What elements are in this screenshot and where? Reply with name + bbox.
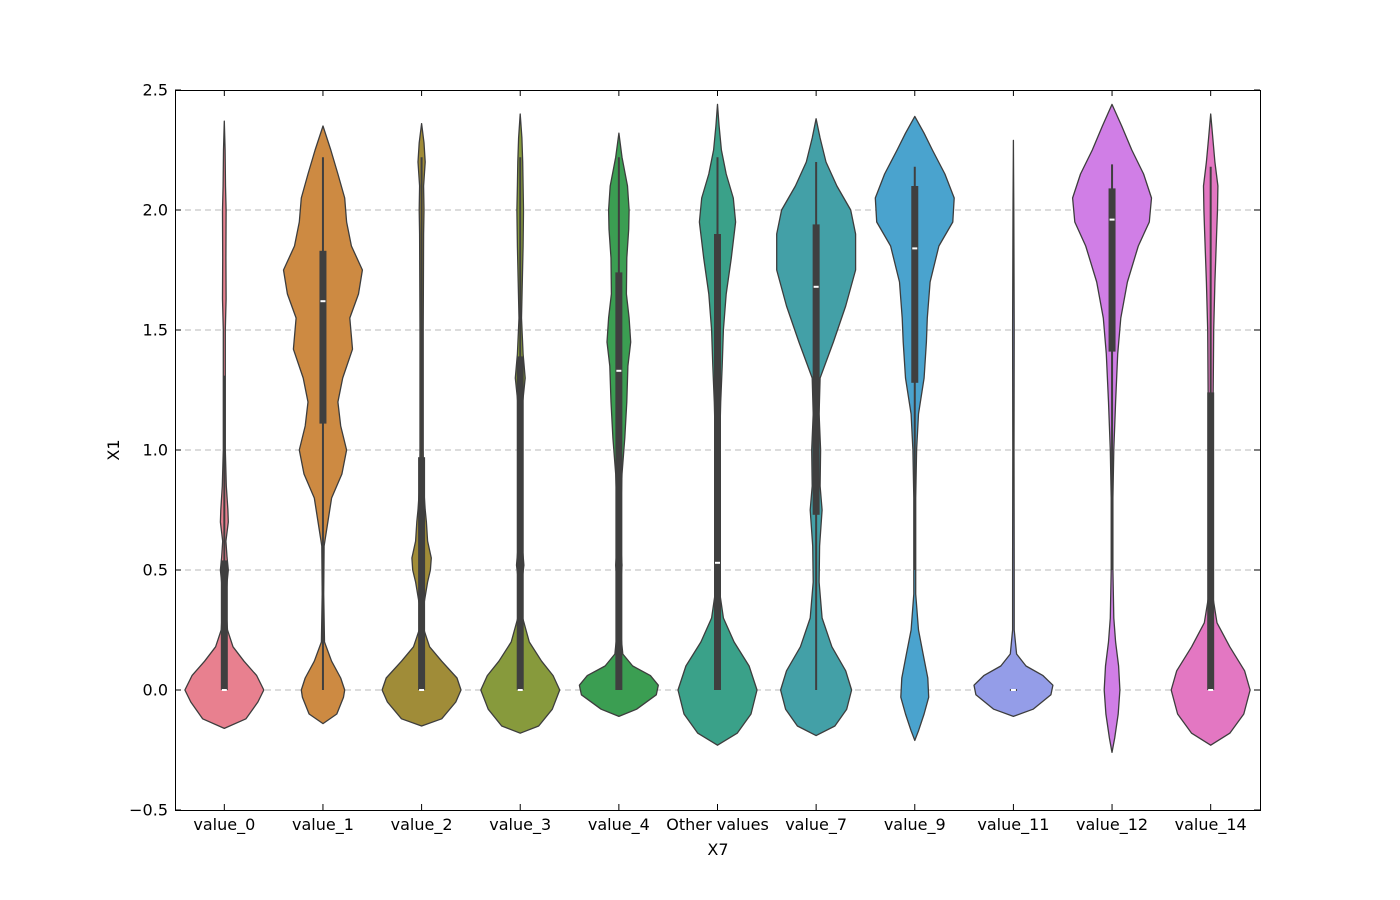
y-tick-label: 0.5	[143, 561, 168, 580]
x-tick-label: value_1	[292, 815, 354, 835]
violin-iqr-box	[220, 560, 228, 690]
violin-iqr-box	[812, 224, 820, 515]
x-tick-label: value_4	[588, 815, 650, 835]
violin-iqr-box	[319, 250, 327, 424]
violin-iqr-box	[516, 356, 524, 690]
x-tick-label: value_9	[884, 815, 946, 835]
violin-iqr-box	[911, 186, 919, 383]
x-tick-label: value_12	[1076, 815, 1148, 835]
x-tick-label: value_14	[1175, 815, 1247, 835]
y-tick-label: 1.0	[143, 441, 168, 460]
violin-iqr-box	[1108, 188, 1116, 352]
x-tick-label: value_11	[977, 815, 1049, 835]
x-tick-label: value_3	[489, 815, 551, 835]
violin-iqr-box	[615, 272, 623, 690]
x-tick-label: value_0	[193, 815, 255, 835]
y-tick-label: 2.5	[143, 81, 168, 100]
violin-iqr-box	[714, 234, 721, 690]
violin-iqr-box	[1207, 392, 1215, 690]
violins	[184, 103, 1251, 754]
y-tick-label: −0.5	[129, 801, 168, 820]
x-tick-label: Other values	[666, 815, 769, 834]
violin-body	[973, 139, 1054, 718]
y-axis-title: X1	[104, 439, 123, 460]
x-tick-label: value_7	[785, 815, 847, 835]
y-axis: −0.5 0.0 0.5 1.0 1.5 2.0 2.5	[129, 81, 1260, 820]
violin-iqr-box	[418, 457, 426, 690]
y-tick-label: 1.5	[143, 321, 168, 340]
x-tick-label: value_2	[391, 815, 453, 835]
y-tick-label: 0.0	[143, 681, 168, 700]
y-tick-label: 2.0	[143, 201, 168, 220]
x-axis: value_0 value_1 value_2 value_3 value_4 Other…	[193, 90, 1247, 835]
x-axis-title: X7	[707, 840, 728, 859]
